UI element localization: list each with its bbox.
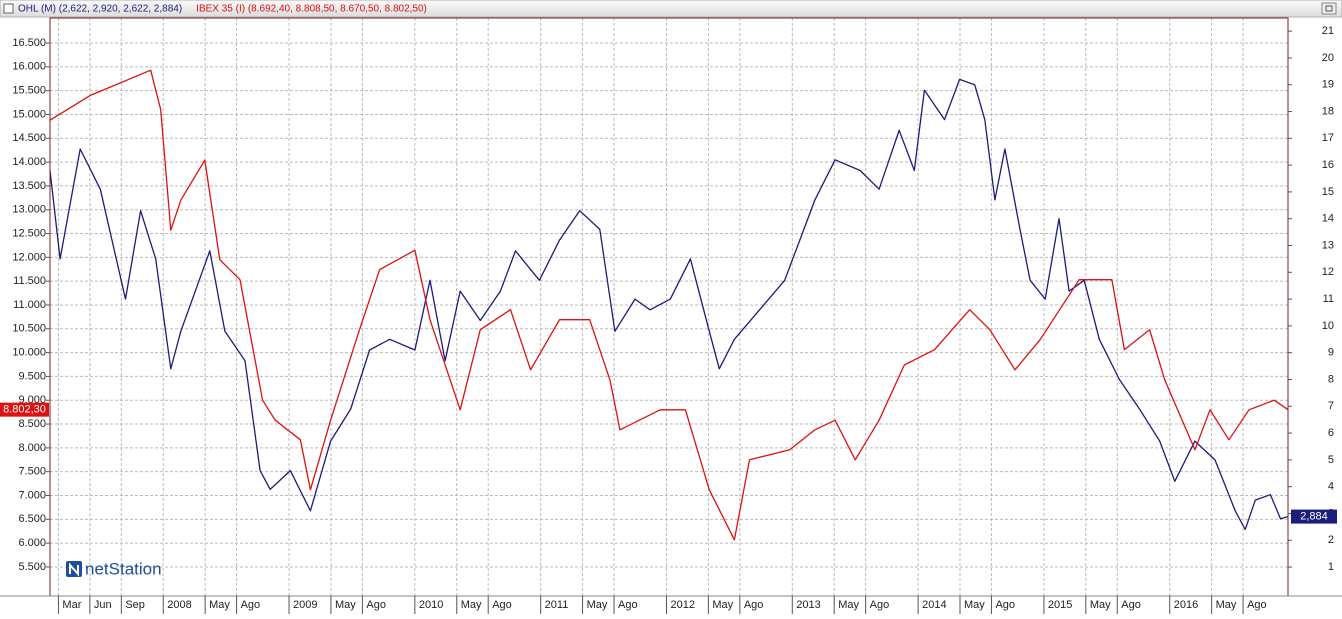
y2-tick-label: 2	[1328, 534, 1334, 546]
x-tick-label: May	[587, 599, 608, 611]
y-tick-label: 16.000	[12, 61, 46, 73]
x-tick-label: 2010	[419, 599, 443, 611]
x-tick-label: 2016	[1174, 599, 1198, 611]
y2-tick-label: 1	[1328, 561, 1334, 573]
x-tick-label: Ago	[241, 599, 261, 611]
y-tick-label: 13.000	[12, 204, 46, 216]
y2-tick-label: 11	[1323, 293, 1334, 305]
x-tick-label: Ago	[1247, 599, 1267, 611]
series-line	[49, 69, 1289, 541]
x-tick-label: Ago	[1121, 599, 1141, 611]
y-tick-label: 16.500	[12, 37, 46, 49]
legend-entry: IBEX 35 (I) (8.692,40, 8.808,50, 8.670,5…	[196, 4, 427, 15]
plot	[49, 69, 1289, 541]
y-tick-label: 10.500	[12, 323, 46, 335]
last-value-label: 2,884	[1300, 510, 1328, 522]
y2-tick-label: 10	[1322, 320, 1334, 332]
y-tick-label: 5.500	[18, 561, 46, 573]
y2-tick-label: 19	[1322, 79, 1334, 91]
x-tick-label: Ago	[744, 599, 764, 611]
x-tick-label: May	[461, 599, 482, 611]
header-bar	[0, 0, 1342, 18]
y-tick-label: 11.500	[13, 275, 46, 287]
y2-tick-label: 7	[1328, 400, 1334, 412]
x-tick-label: Mar	[62, 599, 81, 611]
last-value-label: 8.802,30	[3, 404, 46, 416]
window-icon	[3, 3, 14, 14]
x-tick-label: May	[209, 599, 230, 611]
grid	[50, 18, 1288, 596]
y2-tick-label: 15	[1322, 186, 1334, 198]
series-line	[49, 78, 1289, 531]
y-tick-label: 12.500	[12, 227, 46, 239]
y2-tick-label: 16	[1322, 159, 1334, 171]
y2-tick-label: 8	[1328, 373, 1334, 385]
last-value-tag	[1291, 509, 1337, 524]
y2-tick-label: 5	[1328, 454, 1334, 466]
y-tick-label: 6.500	[18, 513, 46, 525]
y-tick-label: 11.000	[13, 299, 46, 311]
y-tick-label: 15.000	[12, 108, 46, 120]
y-tick-label: 9.500	[18, 370, 46, 382]
y2-tick-label: 21	[1322, 25, 1334, 37]
y-tick-label: 7.000	[18, 489, 46, 501]
y-tick-label: 14.000	[12, 156, 46, 168]
last-value-tag	[0, 402, 49, 417]
x-tick-label: 2011	[545, 599, 569, 611]
y-tick-label: 14.500	[12, 132, 46, 144]
x-tick-label: 2013	[796, 599, 820, 611]
x-tick-label: Ago	[366, 599, 386, 611]
x-tick-label: Sep	[125, 599, 145, 611]
y2-tick-label: 9	[1328, 347, 1334, 359]
x-tick-label: Ago	[492, 599, 512, 611]
logo-text: netStation	[85, 559, 162, 578]
x-tick-label: May	[1216, 599, 1237, 611]
y2-tick-label: 13	[1322, 239, 1334, 251]
legend-entry: OHL (M) (2,622, 2,920, 2,622, 2,884)	[18, 4, 182, 15]
x-tick-label: Ago	[995, 599, 1015, 611]
logo: netStation	[66, 559, 162, 578]
y-tick-label: 8.000	[18, 442, 46, 454]
x-tick-label: 2009	[293, 599, 317, 611]
x-tick-label: Ago	[870, 599, 890, 611]
y-tick-label: 7.500	[18, 466, 46, 478]
x-tick-label: 2015	[1048, 599, 1072, 611]
x-tick-label: Jun	[94, 599, 112, 611]
y-tick-label: 13.500	[12, 180, 46, 192]
x-tick-label: May	[335, 599, 356, 611]
y-tick-label: 6.000	[18, 537, 46, 549]
y-tick-label: 8.500	[18, 418, 46, 430]
y2-tick-label: 14	[1322, 213, 1334, 225]
y2-tick-label: 4	[1328, 481, 1334, 493]
x-tick-label: May	[712, 599, 733, 611]
y-tick-label: 15.500	[12, 85, 46, 97]
x-tick-label: 2008	[167, 599, 191, 611]
x-tick-label: May	[964, 599, 985, 611]
x-tick-label: 2014	[922, 599, 946, 611]
y2-tick-label: 12	[1322, 266, 1334, 278]
x-tick-label: 2012	[670, 599, 694, 611]
y2-tick-label: 18	[1322, 105, 1334, 117]
x-tick-label: May	[838, 599, 859, 611]
window-button[interactable]	[1321, 2, 1337, 15]
logo-mark	[69, 562, 79, 577]
window-button-icon	[1325, 5, 1333, 12]
y-tick-label: 12.000	[12, 251, 46, 263]
y2-tick-label: 17	[1322, 132, 1334, 144]
y2-tick-label: 6	[1328, 427, 1334, 439]
x-tick-label: Ago	[618, 599, 638, 611]
y2-tick-label: 20	[1322, 52, 1334, 64]
x-tick-label: May	[1090, 599, 1111, 611]
y-tick-label: 10.000	[12, 347, 46, 359]
